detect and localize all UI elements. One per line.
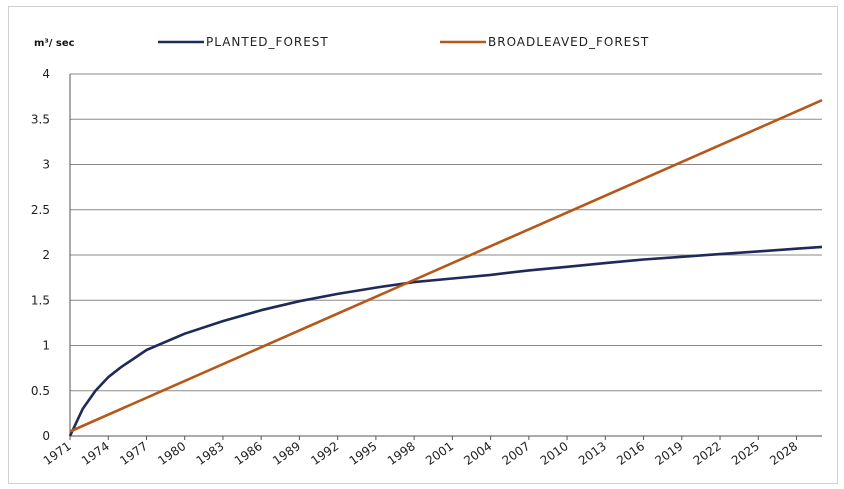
y-tick-label: 3 (42, 158, 50, 172)
x-tick-label: 2022 (691, 439, 724, 468)
y-tick-label: 4 (42, 67, 50, 81)
y-tick-label: 3.5 (31, 112, 50, 126)
gridlines (70, 73, 822, 437)
x-tick-label: 1992 (308, 439, 341, 468)
series-lines (68, 99, 823, 437)
x-tick-label: 1974 (79, 439, 112, 468)
legend-label: BROADLEAVED_FOREST (488, 35, 649, 49)
legend: PLANTED_FOREST BROADLEAVED_FOREST (158, 35, 649, 49)
x-tick-label: 1971 (41, 439, 74, 468)
x-tick-label: 1989 (270, 439, 303, 468)
x-tick-label: 1983 (194, 439, 227, 468)
chart-frame (8, 6, 838, 484)
x-tick-label: 1998 (385, 439, 418, 468)
x-tick-label: 2025 (729, 439, 762, 468)
y-tick-label: 2.5 (31, 203, 50, 217)
x-tick-label: 2016 (614, 439, 647, 468)
y-axis-label: m³/ sec (34, 38, 75, 49)
y-tick-label: 0.5 (31, 384, 50, 398)
y-axis: 0 0.5 1 1.5 2 2.5 3 3.5 4 (31, 67, 71, 443)
series-line-broadleaved_forest (69, 99, 823, 433)
legend-label: PLANTED_FOREST (206, 35, 329, 49)
x-tick-label: 2019 (652, 439, 685, 468)
x-tick-label: 2001 (423, 439, 456, 468)
x-tick-label: 1980 (155, 439, 188, 468)
series-line-planted_forest (68, 245, 823, 437)
x-tick-label: 1986 (232, 439, 265, 468)
y-tick-label: 1.5 (31, 293, 50, 307)
y-tick-label: 0 (42, 429, 50, 443)
x-tick-label: 2013 (576, 439, 609, 468)
y-tick-label: 1 (42, 339, 50, 353)
x-tick-label: 2004 (461, 439, 494, 468)
y-tick-label: 2 (42, 248, 50, 262)
x-tick-label: 2007 (500, 439, 533, 468)
x-tick-label: 1977 (117, 439, 150, 468)
x-tick-label: 2028 (767, 439, 800, 468)
x-tick-label: 2010 (538, 439, 571, 468)
x-axis: 1971 1974 1977 1980 1983 1986 1989 1992 1995 1998… (41, 436, 800, 468)
x-tick-label: 1995 (347, 439, 380, 468)
